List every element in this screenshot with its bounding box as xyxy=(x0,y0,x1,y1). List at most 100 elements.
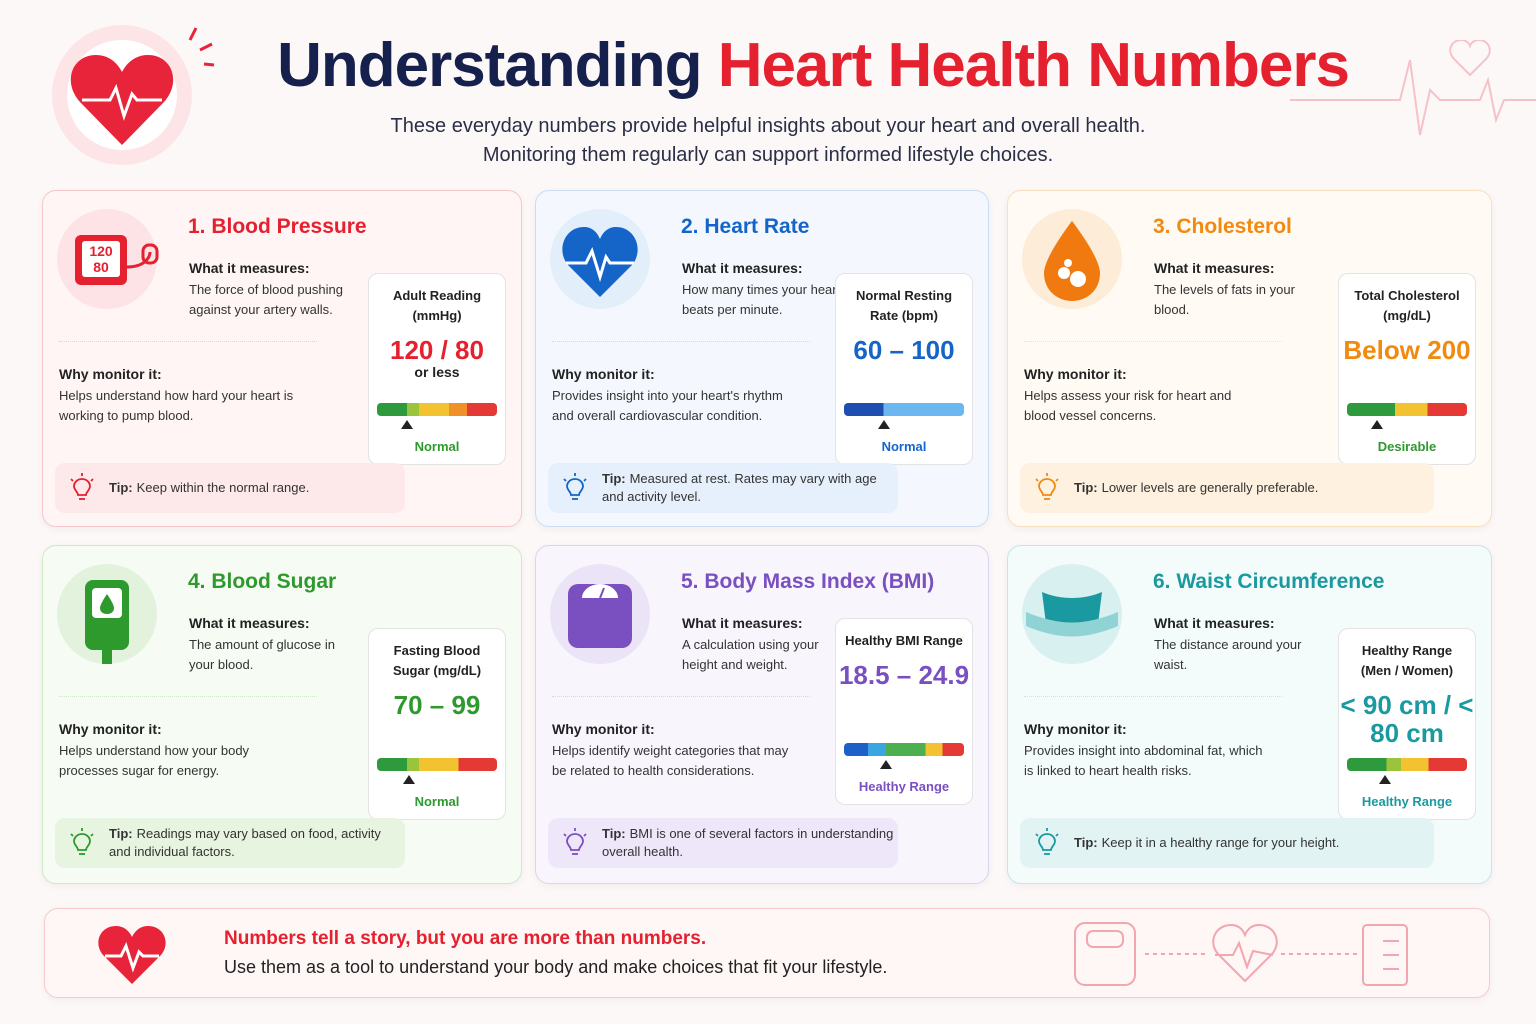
divider xyxy=(59,341,317,342)
reading-label: Healthy BMI Range xyxy=(845,633,963,648)
card: 3. Cholesterol What it measures: The level… xyxy=(1007,190,1492,527)
why-text: Provides insight into abdominal fat, whi… xyxy=(1024,743,1263,778)
what-label: What it measures: xyxy=(189,260,310,276)
card: 120 80 1. Blood Pressure What it measures: T… xyxy=(42,190,522,527)
what-text: The levels of fats in your blood. xyxy=(1154,282,1295,317)
divider xyxy=(1024,696,1282,697)
status: Normal xyxy=(414,794,460,809)
card: 6. Waist Circumference What it measures: T… xyxy=(1007,545,1492,884)
why-text: Helps assess your risk for heart and blo… xyxy=(1024,388,1232,423)
gauge xyxy=(1347,758,1467,784)
tip: Tip: Measured at rest. Rates may vary wit… xyxy=(548,463,898,513)
tip: Tip: BMI is one of several factors in und… xyxy=(548,818,898,868)
card-icon xyxy=(1022,564,1122,664)
why-text: Provides insight into your heart's rhyth… xyxy=(552,388,783,423)
tip-icon xyxy=(70,828,94,855)
tip-label: Tip: xyxy=(109,826,133,841)
icon-text: 80 xyxy=(93,259,109,275)
status: Healthy Range xyxy=(1361,794,1453,809)
tip-label: Tip: xyxy=(1074,480,1098,495)
why-label: Why monitor it: xyxy=(1024,366,1127,382)
tip-content: Tip: Measured at rest. Rates may vary wit… xyxy=(602,470,898,506)
reading-box: Total Cholesterol (mg/dL) Below 200 Desira… xyxy=(1338,273,1476,465)
tip-icon xyxy=(1035,828,1059,855)
title-red: Heart Health Numbers xyxy=(717,31,1350,100)
gauge xyxy=(377,758,497,784)
divider xyxy=(59,696,317,697)
card: 2. Heart Rate What it measures: How many t… xyxy=(535,190,989,527)
why-label: Why monitor it: xyxy=(552,366,655,382)
gauge-marker xyxy=(1379,775,1392,784)
tip: Tip: Lower levels are generally preferabl… xyxy=(1020,463,1434,513)
gauge-marker xyxy=(877,420,890,429)
reading-box: Adult Reading (mmHg) 120 / 80 or less Norma… xyxy=(368,273,506,465)
status: Normal xyxy=(881,439,927,454)
card-title: 5. Body Mass Index (BMI) xyxy=(681,570,935,593)
tip-text: Keep within the normal range. xyxy=(136,480,310,495)
divider xyxy=(552,341,810,342)
gauge-marker xyxy=(403,775,416,784)
what-label: What it measures: xyxy=(1154,260,1275,276)
why-label: Why monitor it: xyxy=(552,721,655,737)
title: Understanding Heart Health Numbers xyxy=(0,30,1536,101)
tip-content: Tip: Readings may vary based on food, act… xyxy=(109,825,405,861)
card-title: 2. Heart Rate xyxy=(681,215,810,238)
tip-label: Tip: xyxy=(602,471,626,486)
reading-value: 18.5 – 24.9 xyxy=(838,660,970,690)
gauge-marker xyxy=(1371,420,1383,429)
card-title: 3. Cholesterol xyxy=(1153,215,1292,238)
what-label: What it measures: xyxy=(682,615,803,631)
tip-text: Readings may vary based on food, activit… xyxy=(109,826,381,859)
gauge xyxy=(844,743,964,769)
reading-label: Adult Reading (mmHg) xyxy=(392,288,482,323)
what-text: The force of blood pushing against your … xyxy=(189,282,343,317)
what-label: What it measures: xyxy=(189,615,310,631)
tip-icon xyxy=(1035,473,1059,500)
why-text: Helps understand how hard your heart is … xyxy=(59,388,294,423)
card-title: 6. Waist Circumference xyxy=(1153,570,1385,593)
reading-label: Fasting Blood Sugar (mg/dL) xyxy=(392,643,482,678)
reading-value: 60 – 100 xyxy=(853,335,955,365)
what-text: A calculation using your height and weig… xyxy=(682,637,819,672)
footer-heart-icon xyxy=(98,926,166,984)
gauge xyxy=(377,403,497,429)
tip-content: Tip: Keep within the normal range. xyxy=(109,479,405,497)
subtitle-line: Monitoring them regularly can support in… xyxy=(482,144,1054,166)
tip-content: Tip: Lower levels are generally preferabl… xyxy=(1074,479,1434,497)
reading-label: Normal Resting Rate (bpm) xyxy=(855,288,953,323)
card-icon xyxy=(57,564,157,664)
tip-label: Tip: xyxy=(602,826,626,841)
reading-label: Total Cholesterol (mg/dL) xyxy=(1354,288,1460,323)
gauge-marker xyxy=(401,420,413,429)
reading-value: < 90 cm / < 80 cm xyxy=(1340,690,1474,748)
icon-text: 120 xyxy=(89,243,113,259)
divider xyxy=(552,696,810,697)
what-text: How many times your heart beats per minu… xyxy=(682,282,841,317)
tip-text: Keep it in a healthy range for your heig… xyxy=(1101,835,1340,850)
tip-icon xyxy=(70,473,94,500)
status: Healthy Range xyxy=(858,779,950,794)
header-pulse-deco xyxy=(1290,40,1536,136)
what-label: What it measures: xyxy=(682,260,803,276)
title-dark: Understanding xyxy=(277,31,702,100)
footer-headline: Numbers tell a story, but you are more t… xyxy=(224,928,707,949)
gauge xyxy=(1347,403,1467,429)
tip-label: Tip: xyxy=(1074,835,1098,850)
subtitle-line: These everyday numbers provide helpful i… xyxy=(390,115,1146,137)
tip: Tip: Keep within the normal range. xyxy=(55,463,405,513)
why-label: Why monitor it: xyxy=(59,366,162,382)
reading-sub: or less xyxy=(414,364,460,380)
footer: Numbers tell a story, but you are more t… xyxy=(44,908,1490,998)
tip-label: Tip: xyxy=(109,480,133,495)
reading-value: 70 – 99 xyxy=(393,690,481,720)
tip-content: Tip: Keep it in a healthy range for your … xyxy=(1074,834,1434,852)
gauge-marker xyxy=(880,760,892,769)
card-title: 1. Blood Pressure xyxy=(188,215,367,238)
footer-icons xyxy=(1074,922,1408,986)
card-icon xyxy=(1022,209,1122,309)
card: 4. Blood Sugar What it measures: The amoun… xyxy=(42,545,522,884)
card-icon xyxy=(550,564,650,664)
reading-value: Below 200 xyxy=(1343,335,1471,365)
